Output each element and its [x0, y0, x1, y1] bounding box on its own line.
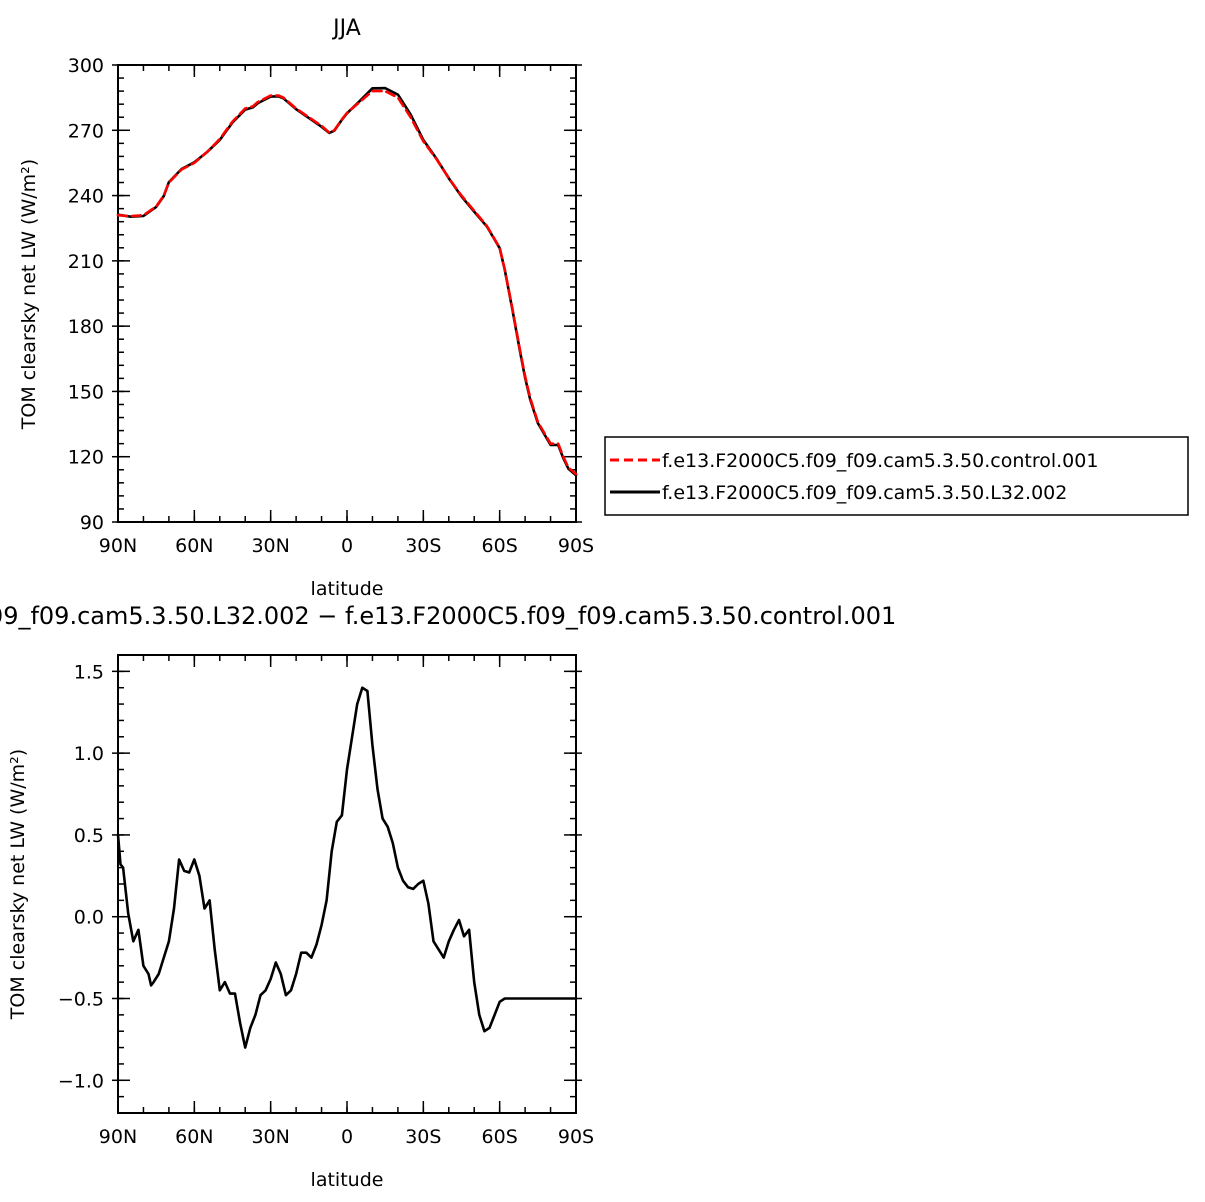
- bottom-x-tick-label: 90N: [99, 1126, 137, 1148]
- top-x-tick-label: 90S: [558, 535, 594, 557]
- top-y-tick: 120: [68, 447, 582, 469]
- top-x-tick: 0: [341, 65, 353, 557]
- top-plot-frame: [117, 64, 577, 523]
- bottom-y-tick: −1.0: [58, 1070, 582, 1092]
- top-y-tick: 270: [68, 120, 582, 142]
- bottom-panel: f.e13.F2000C5.f09_f09.cam5.3.50.L32.002 …: [0, 602, 896, 1191]
- top-y-axis-label: TOM clearsky net LW (W/m²): [18, 159, 40, 430]
- bottom-series-line-0: [116, 686, 578, 1049]
- bottom-y-tick-label: 0.0: [74, 907, 104, 929]
- bottom-y-tick: 1.5: [74, 661, 582, 683]
- top-y-tick-label: 300: [68, 55, 104, 77]
- bottom-y-tick-label: 0.5: [74, 825, 104, 847]
- bottom-y-tick: 1.0: [74, 743, 582, 765]
- top-y-tick: 240: [68, 186, 582, 208]
- bottom-plot-frame: [117, 654, 577, 1114]
- bottom-y-tick: 0.0: [74, 907, 582, 929]
- bottom-y-tick-label: −0.5: [58, 989, 104, 1011]
- top-x-axis-label: latitude: [311, 578, 384, 600]
- bottom-x-tick: 30S: [405, 655, 441, 1148]
- top-y-tick-label: 270: [68, 120, 104, 142]
- bottom-x-tick: 0: [341, 655, 353, 1148]
- legend: f.e13.F2000C5.f09_f09.cam5.3.50.control.…: [604, 436, 1189, 516]
- legend-label-control: f.e13.F2000C5.f09_f09.cam5.3.50.control.…: [662, 450, 1098, 472]
- top-x-tick-label: 90N: [99, 535, 137, 557]
- top-chart-title: JJA: [331, 16, 361, 41]
- bottom-x-tick: 30N: [251, 655, 290, 1148]
- bottom-y-tick: 0.5: [74, 825, 582, 847]
- bottom-x-tick-label: 60S: [482, 1126, 518, 1148]
- top-y-tick-label: 210: [68, 251, 104, 273]
- top-series-line-0: [116, 89, 578, 476]
- bottom-x-tick-label: 30N: [251, 1126, 289, 1148]
- top-panel: JJA 90N 60N 30N 0 30S 60S 90S 90 120 150 180 210 240…: [18, 16, 594, 600]
- top-x-tick-label: 60S: [482, 535, 518, 557]
- bottom-x-tick-label: 90S: [558, 1126, 594, 1148]
- top-y-tick-label: 180: [68, 316, 104, 338]
- bottom-chart-title: f.e13.F2000C5.f09_f09.cam5.3.50.L32.002 …: [0, 602, 896, 630]
- top-y-tick-label: 150: [68, 381, 104, 403]
- top-y-tick-label: 120: [68, 447, 104, 469]
- top-x-tick: 30N: [251, 65, 290, 557]
- bottom-x-tick-label: 60N: [175, 1126, 213, 1148]
- bottom-x-axis-label: latitude: [311, 1169, 384, 1191]
- legend-label-l32: f.e13.F2000C5.f09_f09.cam5.3.50.L32.002: [662, 482, 1067, 504]
- top-x-tick-label: 60N: [175, 535, 213, 557]
- top-x-tick-label: 0: [341, 535, 353, 557]
- bottom-y-tick-label: 1.0: [74, 743, 104, 765]
- top-y-tick-label: 90: [80, 512, 104, 534]
- top-y-tick: 150: [68, 381, 582, 403]
- bottom-x-tick-label: 30S: [405, 1126, 441, 1148]
- legend-box: [604, 436, 1189, 516]
- bottom-y-axis-label: TOM clearsky net LW (W/m²): [7, 749, 29, 1020]
- bottom-y-tick-label: 1.5: [74, 661, 104, 683]
- top-x-tick-label: 30S: [405, 535, 441, 557]
- top-y-tick: 180: [68, 316, 582, 338]
- top-x-tick-label: 30N: [251, 535, 289, 557]
- top-y-tick-label: 240: [68, 186, 104, 208]
- bottom-x-tick: 60S: [482, 655, 518, 1148]
- bottom-x-tick-label: 0: [341, 1126, 353, 1148]
- bottom-y-tick-label: −1.0: [58, 1070, 104, 1092]
- top-x-tick: 60N: [175, 65, 214, 557]
